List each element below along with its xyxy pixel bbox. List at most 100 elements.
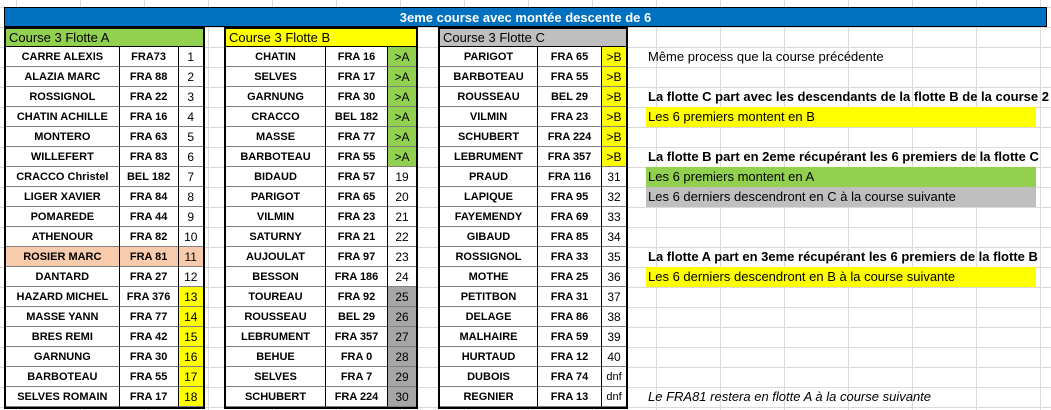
sailor-name: SATURNY: [226, 227, 326, 247]
sailor-name: SELVES ROMAIN: [6, 387, 120, 407]
sail-number: FRA 95: [538, 187, 602, 207]
note-line: Même process que la course précédente: [648, 49, 884, 64]
sail-number: FRA 116: [538, 167, 602, 187]
table-row: ROSSIGNOL FRA 22 3: [6, 87, 203, 107]
sail-number: FRA 82: [119, 227, 179, 247]
sailor-name: PETITBON: [440, 287, 538, 307]
rank-cell: 36: [602, 267, 626, 287]
sail-number: FRA 25: [538, 267, 602, 287]
rank-cell: 11: [178, 247, 203, 267]
sail-number: FRA 65: [326, 187, 388, 207]
fleet-a-header: Course 3 Flotte A: [6, 29, 203, 47]
table-row: POMAREDE FRA 44 9: [6, 207, 203, 227]
sail-number: FRA 42: [119, 327, 179, 347]
rank-cell: 39: [602, 327, 626, 347]
sailor-name: LIGER XAVIER: [6, 187, 120, 207]
table-row: ALAZIA MARC FRA 88 2: [6, 67, 203, 87]
rank-cell: >A: [388, 127, 416, 147]
table-row: BEHUE FRA 0 28: [226, 347, 416, 367]
note-line: La flotte C part avec les descendants de…: [648, 89, 1049, 104]
sailor-name: CHATIN: [226, 47, 326, 67]
rank-cell: >B: [602, 47, 626, 67]
table-row: PARIGOT FRA 65 >B: [440, 47, 626, 67]
rank-cell: >A: [388, 47, 416, 67]
table-row: VILMIN FRA 23 21: [226, 207, 416, 227]
sailor-name: BESSON: [226, 267, 326, 287]
sail-number: FRA 44: [119, 207, 179, 227]
sailor-name: CHATIN ACHILLE: [6, 107, 120, 127]
rank-cell: >B: [602, 67, 626, 87]
sail-number: FRA 77: [119, 307, 179, 327]
table-row: AUJOULAT FRA 97 23: [226, 247, 416, 267]
sail-number: FRA 7: [326, 367, 388, 387]
sailor-name: ATHENOUR: [6, 227, 120, 247]
sail-number: FRA 74: [538, 367, 602, 387]
table-row: PARIGOT FRA 65 20: [226, 187, 416, 207]
table-row: TOUREAU FRA 92 25: [226, 287, 416, 307]
sailor-name: DANTARD: [6, 267, 120, 287]
sail-number: FRA 12: [538, 347, 602, 367]
sail-number: FRA 224: [538, 127, 602, 147]
fleet-b-table: Course 3 Flotte B CHATIN FRA 16 >A SELVES FRA…: [224, 27, 418, 409]
rank-cell: 1: [178, 47, 203, 67]
table-row: SCHUBERT FRA 224 >B: [440, 127, 626, 147]
table-row: SCHUBERT FRA 224 30: [226, 387, 416, 407]
sail-number: FRA 357: [326, 327, 388, 347]
table-row: CRACCO Christel BEL 182 7: [6, 167, 203, 187]
table-row: BARBOTEAU FRA 55 >A: [226, 147, 416, 167]
rank-cell: >A: [388, 107, 416, 127]
rank-cell: 14: [178, 307, 203, 327]
sailor-name: MOTHE: [440, 267, 538, 287]
fleet-a-table: Course 3 Flotte A CARRE ALEXIS FRA73 1 ALAZI…: [4, 27, 205, 409]
rank-cell: 29: [388, 367, 416, 387]
sail-number: FRA 376: [119, 287, 179, 307]
sailor-name: GARNUNG: [6, 347, 120, 367]
sail-number: FRA 23: [326, 207, 388, 227]
rank-cell: >B: [602, 107, 626, 127]
table-row: LAPIQUE FRA 95 32: [440, 187, 626, 207]
sailor-name: BRES REMI: [6, 327, 120, 347]
rank-cell: 22: [388, 227, 416, 247]
sailor-name: ROUSSEAU: [440, 87, 538, 107]
sailor-name: SELVES: [226, 367, 326, 387]
table-row: BESSON FRA 186 24: [226, 267, 416, 287]
sailor-name: MASSE: [226, 127, 326, 147]
table-row: SELVES ROMAIN FRA 17 18: [6, 387, 203, 407]
note-line: Les 6 premiers montent en A: [646, 167, 1036, 187]
table-row: WILLEFERT FRA 83 6: [6, 147, 203, 167]
rank-cell: >A: [388, 67, 416, 87]
table-row: GARNUNG FRA 30 16: [6, 347, 203, 367]
table-row: SELVES FRA 17 >A: [226, 67, 416, 87]
note-line: Les 6 premiers montent en B: [646, 107, 1036, 127]
table-row: ROSSIGNOL FRA 33 35: [440, 247, 626, 267]
sail-number: FRA 21: [326, 227, 388, 247]
sail-number: FRA 57: [326, 167, 388, 187]
fleet-c-header: Course 3 Flotte C: [440, 29, 626, 47]
sailor-name: PARIGOT: [440, 47, 538, 67]
sail-number: FRA 97: [326, 247, 388, 267]
table-row: PRAUD FRA 116 31: [440, 167, 626, 187]
rank-cell: 10: [178, 227, 203, 247]
rank-cell: 32: [602, 187, 626, 207]
sailor-name: ROSSIGNOL: [440, 247, 538, 267]
rank-cell: 34: [602, 227, 626, 247]
rank-cell: 8: [178, 187, 203, 207]
rank-cell: dnf: [602, 387, 626, 407]
note-line: Les 6 derniers descendront en B à la cou…: [646, 267, 1036, 287]
sail-number: FRA 63: [119, 127, 179, 147]
table-row: DELAGE FRA 86 38: [440, 307, 626, 327]
table-row: LEBRUMENT FRA 357 27: [226, 327, 416, 347]
rank-cell: 3: [178, 87, 203, 107]
sailor-name: BARBOTEAU: [440, 67, 538, 87]
sail-number: FRA 23: [538, 107, 602, 127]
sail-number: FRA 27: [119, 267, 179, 287]
rank-cell: 12: [178, 267, 203, 287]
table-row: BARBOTEAU FRA 55 17: [6, 367, 203, 387]
sail-number: FRA 17: [326, 67, 388, 87]
rank-cell: 13: [178, 287, 203, 307]
sailor-name: BIDAUD: [226, 167, 326, 187]
rank-cell: 40: [602, 347, 626, 367]
table-row: LEBRUMENT FRA 357 >B: [440, 147, 626, 167]
table-row: DUBOIS FRA 74 dnf: [440, 367, 626, 387]
sailor-name: PARIGOT: [226, 187, 326, 207]
